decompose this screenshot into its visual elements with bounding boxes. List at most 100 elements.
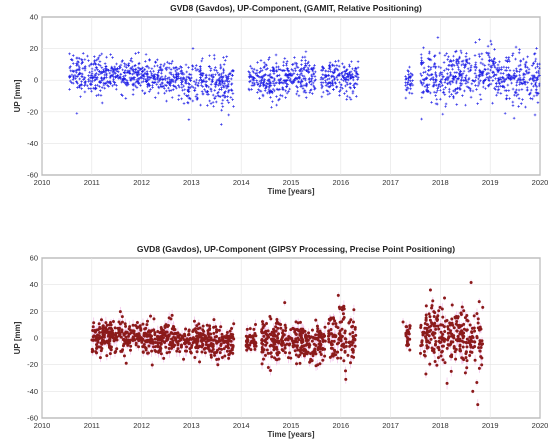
data-point [531, 77, 535, 81]
data-point [206, 104, 209, 107]
data-point [438, 72, 442, 76]
data-point [97, 56, 100, 60]
data-point [219, 325, 223, 329]
data-point [122, 354, 126, 358]
data-point [195, 324, 199, 328]
data-point [491, 79, 495, 82]
x-axis-label: Time [years] [268, 187, 315, 196]
data-point [407, 73, 410, 76]
data-point [485, 51, 488, 55]
data-point [492, 70, 496, 74]
data-point [300, 78, 303, 82]
data-point [269, 317, 273, 321]
data-point [468, 87, 472, 91]
data-point [480, 363, 484, 367]
data-point [146, 351, 150, 355]
data-point [474, 41, 477, 44]
data-point [535, 70, 538, 74]
data-point [433, 336, 437, 340]
data-point [255, 79, 259, 82]
data-point [251, 334, 255, 338]
data-point [288, 87, 292, 91]
data-point [132, 78, 136, 81]
data-point [457, 61, 461, 65]
data-point [348, 65, 351, 68]
data-point [520, 88, 524, 91]
data-point [222, 69, 226, 73]
data-point [512, 73, 515, 77]
data-point [223, 354, 227, 358]
data-point [159, 341, 163, 345]
data-point [294, 69, 298, 73]
data-point [105, 55, 108, 59]
data-point [304, 96, 308, 100]
data-point [249, 335, 253, 339]
data-point [153, 64, 156, 68]
data-point [534, 76, 538, 80]
chart-gipsy: GVD8 (Gavdos), UP-Component (GIPSY Proce… [13, 244, 548, 439]
data-point [335, 68, 339, 71]
data-point [93, 78, 97, 81]
data-point [424, 77, 428, 81]
data-point [310, 328, 314, 332]
data-point [255, 69, 259, 72]
data-point [349, 343, 353, 347]
data-point [287, 73, 290, 77]
data-point [224, 84, 228, 88]
data-point [296, 89, 299, 93]
data-point [185, 70, 189, 74]
data-point [182, 341, 186, 345]
data-point [299, 333, 303, 337]
data-point [489, 68, 492, 72]
data-point [283, 57, 287, 60]
data-point [267, 58, 270, 61]
data-point [220, 332, 224, 336]
data-point [513, 93, 516, 97]
data-point [92, 86, 95, 90]
x-tick-label: 2019 [482, 178, 499, 187]
data-point [152, 69, 155, 73]
data-point [309, 89, 312, 92]
data-point [217, 83, 220, 87]
data-point [194, 346, 198, 350]
data-point [314, 352, 318, 356]
data-point [113, 81, 116, 84]
data-point [125, 338, 129, 342]
data-point [306, 338, 310, 342]
data-point [214, 100, 218, 104]
data-point [153, 75, 156, 79]
data-point [258, 71, 261, 74]
data-point [495, 93, 498, 97]
data-point [122, 70, 126, 74]
data-point [227, 77, 230, 80]
data-point [252, 340, 256, 344]
data-point [518, 73, 521, 77]
data-point [163, 331, 167, 335]
data-point [163, 76, 167, 80]
data-point [426, 86, 429, 90]
data-point [125, 79, 129, 82]
data-point [277, 67, 281, 71]
data-point [439, 354, 443, 358]
data-point [351, 78, 355, 82]
data-point [465, 313, 469, 317]
data-point [230, 89, 234, 92]
data-point [140, 69, 144, 73]
data-point [487, 84, 490, 88]
data-point [278, 73, 281, 77]
data-point [433, 360, 437, 364]
data-point [305, 69, 309, 72]
data-point [284, 96, 288, 99]
data-point [165, 351, 169, 355]
data-point [160, 82, 164, 85]
data-point [448, 95, 452, 98]
data-point [446, 336, 450, 340]
data-point [166, 80, 170, 84]
data-point [111, 331, 115, 335]
data-point [487, 51, 491, 55]
data-point [222, 85, 226, 89]
data-point [311, 92, 314, 95]
data-point [285, 342, 289, 346]
data-point [106, 80, 109, 83]
data-point [456, 86, 459, 90]
